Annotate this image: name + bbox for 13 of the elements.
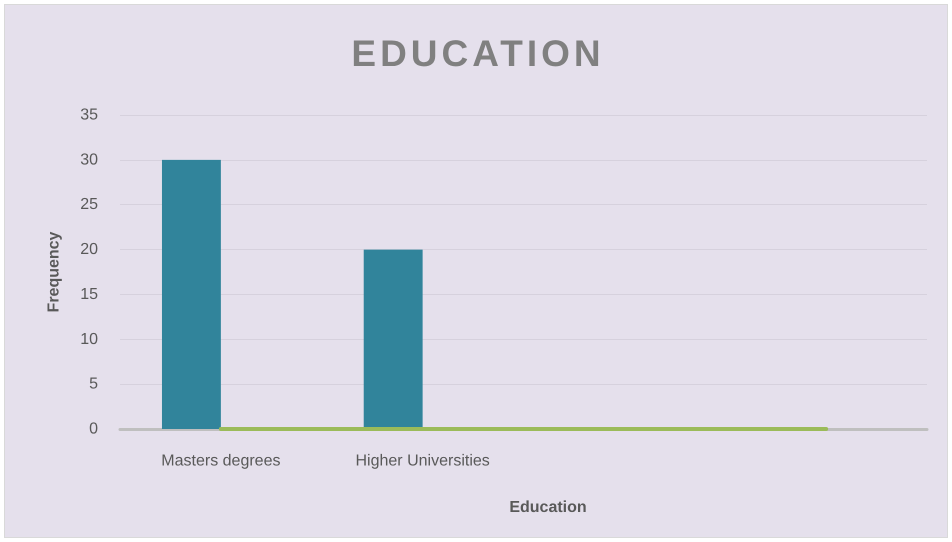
y-tick-label: 25	[80, 196, 98, 214]
x-axis-title: Education	[509, 498, 587, 518]
chart-title: EDUCATION	[351, 33, 605, 75]
y-tick-label: 30	[80, 151, 98, 168]
y-tick-label: 35	[80, 106, 98, 124]
y-tick-label: 15	[80, 286, 98, 303]
y-tick-label: 10	[80, 330, 98, 348]
y-tick-label: 20	[80, 241, 98, 258]
y-tick-label: 0	[89, 420, 98, 438]
y-axis-title: Frequency	[46, 231, 62, 312]
x-tick-label: Higher Universities	[355, 452, 490, 470]
x-tick-label: Masters degrees	[161, 452, 280, 470]
y-tick-label: 5	[89, 376, 98, 393]
